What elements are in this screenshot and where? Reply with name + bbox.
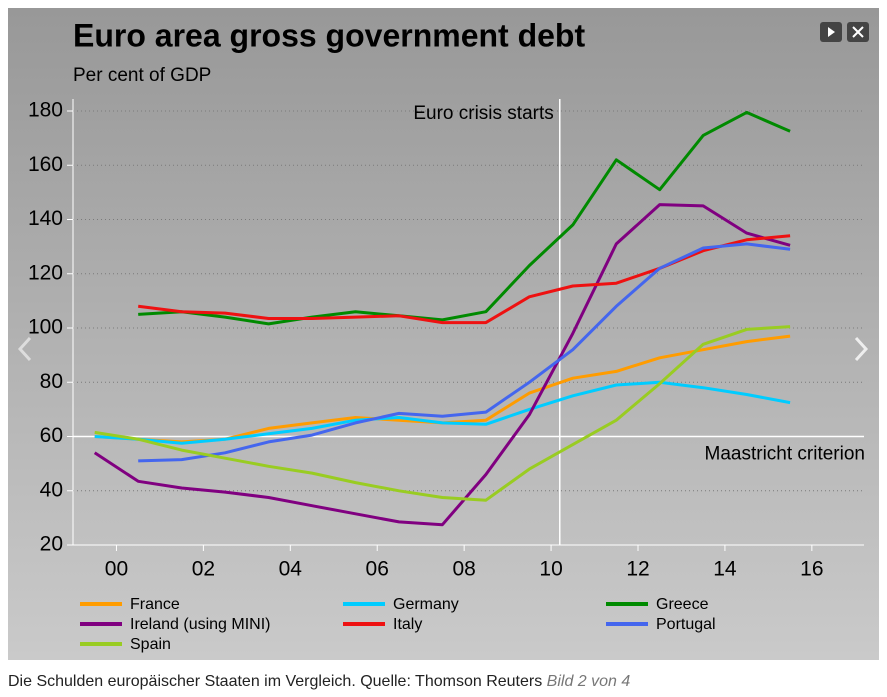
x-tick-label: 16 — [800, 558, 823, 581]
next-arrow[interactable] — [854, 336, 869, 362]
x-tick-label: 10 — [539, 558, 562, 581]
close-icon — [852, 26, 864, 38]
annotation-label: Maastricht criterion — [705, 444, 866, 465]
legend-label: Germany — [393, 596, 459, 613]
series-line — [93, 203, 791, 527]
series-line — [94, 325, 791, 502]
annotation-label: Euro crisis starts — [413, 103, 553, 124]
series-line — [94, 380, 791, 445]
y-tick-label: 80 — [40, 370, 63, 393]
series-line — [138, 110, 791, 326]
x-tick-label: 02 — [192, 558, 215, 581]
x-tick-label: 08 — [452, 558, 475, 581]
y-tick-label: 60 — [40, 424, 63, 447]
legend-label: Portugal — [656, 616, 716, 633]
x-tick-label: 00 — [105, 558, 128, 581]
controls[interactable] — [820, 22, 869, 42]
x-tick-label: 06 — [366, 558, 389, 581]
y-tick-label: 180 — [28, 99, 63, 122]
x-tick-label: 04 — [279, 558, 303, 581]
legend-label: Italy — [393, 616, 422, 633]
chart-title: Euro area gross government debt — [73, 17, 585, 53]
y-tick-label: 20 — [40, 533, 63, 556]
legend-label: Greece — [656, 596, 709, 613]
legend-label: Ireland (using MINI) — [130, 616, 271, 633]
play-icon — [828, 27, 835, 37]
legend-label: Spain — [130, 636, 171, 653]
x-tick-label: 14 — [713, 558, 737, 581]
y-tick-label: 140 — [28, 207, 63, 230]
prev-arrow[interactable] — [17, 336, 32, 362]
y-tick-label: 160 — [28, 153, 63, 176]
chart-subtitle: Per cent of GDP — [73, 65, 211, 86]
x-tick-label: 12 — [626, 558, 649, 581]
caption-text: Die Schulden europäischer Staaten im Ver… — [8, 673, 542, 690]
caption-note: Bild 2 von 4 — [547, 673, 631, 690]
y-tick-label: 40 — [40, 478, 63, 501]
legend-label: France — [130, 596, 180, 613]
y-tick-label: 100 — [28, 316, 63, 339]
caption: Die Schulden europäischer Staaten im Ver… — [8, 673, 630, 690]
y-tick-label: 120 — [28, 261, 63, 284]
series-line — [138, 242, 791, 463]
